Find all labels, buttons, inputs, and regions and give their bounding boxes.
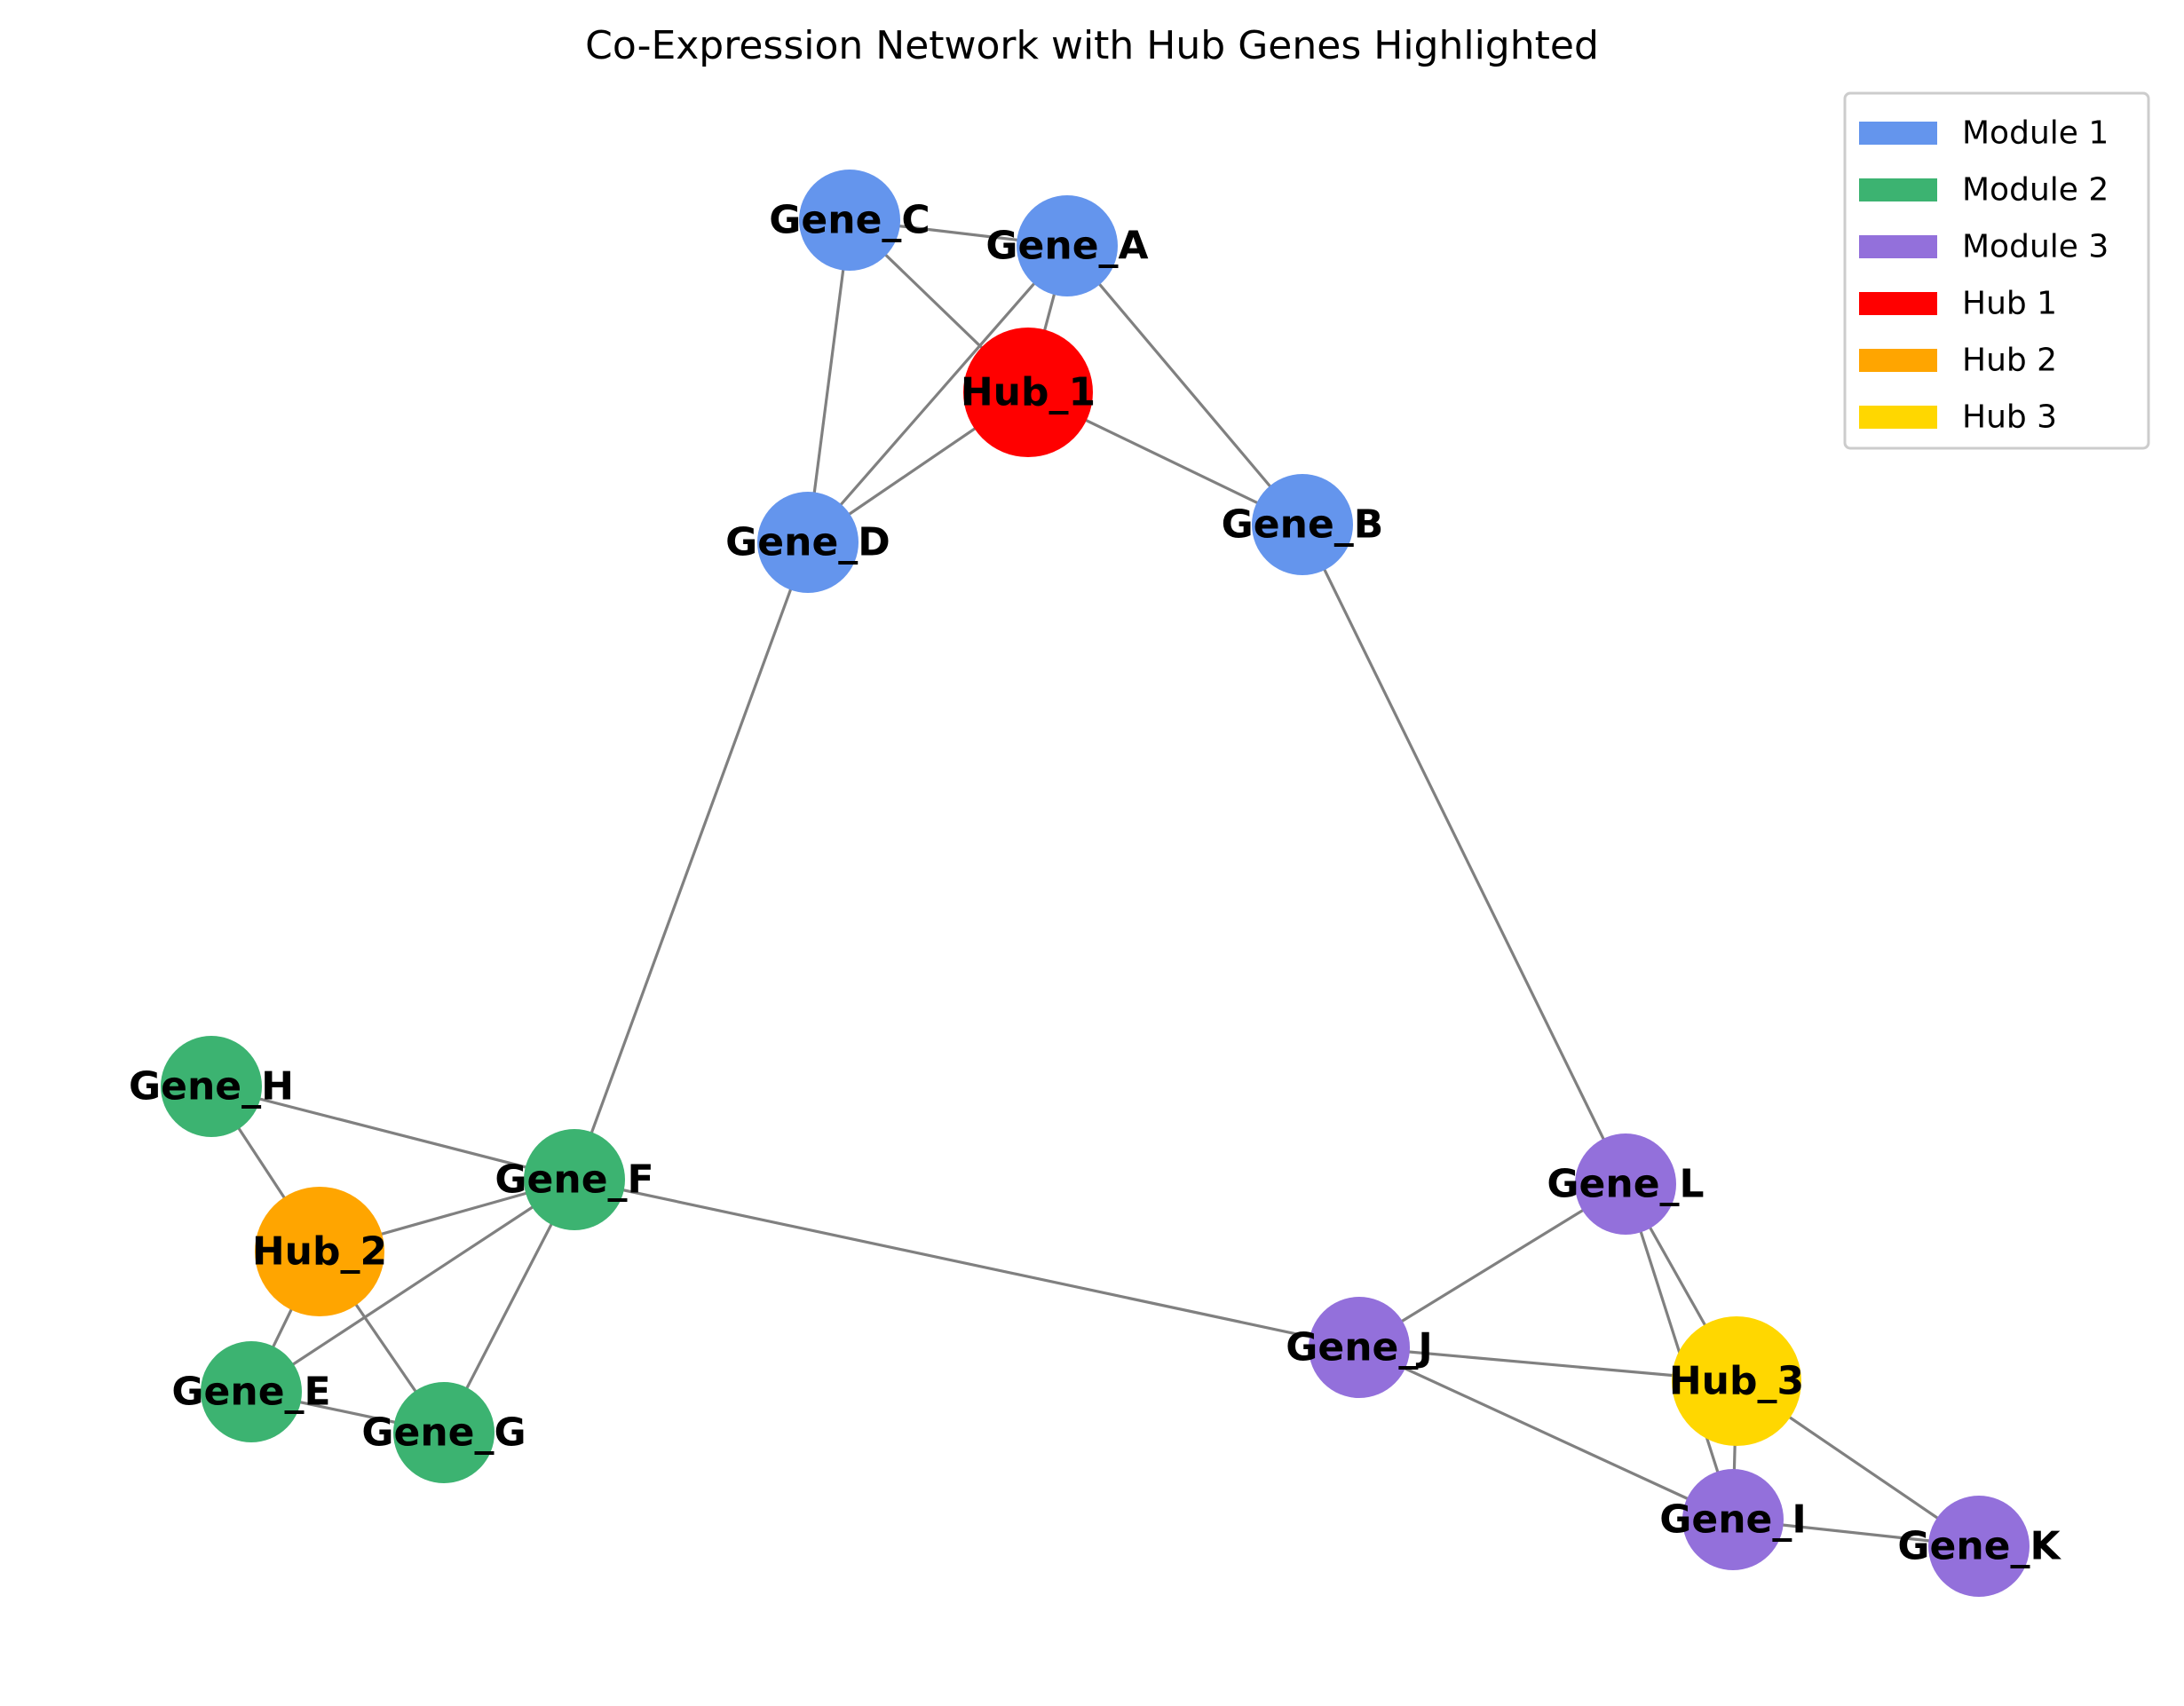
node-gene-e: Gene_E: [171, 1341, 331, 1442]
node-circle-hub-2: [255, 1187, 384, 1316]
edge-gene-f-gene-j: [574, 1178, 1360, 1349]
diagram-title: Co-Expression Network with Hub Genes Hig…: [585, 23, 1599, 68]
nodes-layer: Gene_A Gene_B Gene_C Gene_D Hub_1 Gene_E Gene_…: [129, 170, 2062, 1597]
edge-gene-l-gene-j: [1358, 1182, 1626, 1349]
legend-swatch-module-1: [1859, 122, 1937, 145]
legend-swatch-hub-1: [1859, 292, 1937, 315]
node-label-hub-3: Hub_3: [1669, 1359, 1804, 1404]
node-label-gene-j: Gene_J: [1286, 1325, 1433, 1370]
edge-gene-a-gene-b: [1065, 244, 1304, 526]
legend-label-hub-3: Hub 3: [1962, 399, 2057, 436]
node-label-gene-f: Gene_F: [495, 1157, 653, 1203]
node-gene-a: Gene_A: [985, 195, 1149, 296]
edge-gene-d-gene-f: [573, 541, 810, 1181]
legend-label-hub-1: Hub 1: [1962, 286, 2057, 322]
node-gene-k: Gene_K: [1897, 1496, 2062, 1597]
node-circle-gene-g: [393, 1382, 495, 1483]
node-circle-gene-d: [757, 492, 859, 593]
node-hub-3: Hub_3: [1669, 1316, 1804, 1446]
node-circle-gene-l: [1575, 1133, 1676, 1235]
edge-gene-f-gene-e: [250, 1178, 575, 1394]
edge-gene-a-gene-d: [806, 244, 1069, 544]
node-circle-hub-1: [963, 328, 1093, 457]
node-circle-gene-c: [799, 170, 900, 271]
edge-gene-b-gene-l: [1301, 524, 1627, 1185]
node-label-hub-2: Hub_2: [252, 1229, 387, 1275]
node-label-gene-i: Gene_I: [1659, 1497, 1807, 1543]
edge-gene-c-gene-d: [806, 219, 851, 543]
node-label-gene-d: Gene_D: [725, 520, 890, 565]
node-hub-2: Hub_2: [252, 1187, 387, 1316]
node-label-gene-b: Gene_B: [1222, 502, 1384, 548]
node-label-gene-h: Gene_H: [129, 1064, 294, 1110]
node-circle-gene-e: [201, 1341, 302, 1442]
legend-label-module-3: Module 3: [1962, 229, 2109, 265]
node-label-gene-l: Gene_L: [1547, 1162, 1704, 1207]
node-label-hub-1: Hub_1: [961, 370, 1096, 415]
node-label-gene-e: Gene_E: [171, 1370, 330, 1415]
node-circle-gene-i: [1682, 1469, 1784, 1570]
node-gene-b: Gene_B: [1222, 474, 1384, 575]
node-circle-gene-a: [1017, 195, 1118, 296]
node-label-gene-c: Gene_C: [769, 198, 930, 243]
node-circle-gene-h: [161, 1036, 262, 1137]
legend-swatch-hub-3: [1859, 406, 1937, 429]
node-circle-gene-j: [1309, 1297, 1410, 1398]
node-gene-l: Gene_L: [1547, 1133, 1705, 1235]
node-gene-g: Gene_G: [361, 1382, 526, 1483]
node-gene-j: Gene_J: [1286, 1297, 1433, 1398]
node-gene-h: Gene_H: [129, 1036, 294, 1137]
node-gene-i: Gene_I: [1659, 1469, 1807, 1570]
legend-swatch-module-3: [1859, 235, 1937, 258]
node-gene-f: Gene_F: [495, 1129, 654, 1230]
node-circle-gene-b: [1252, 474, 1353, 575]
legend-label-module-1: Module 1: [1962, 115, 2109, 152]
node-label-gene-a: Gene_A: [985, 224, 1148, 269]
legend-label-hub-2: Hub 2: [1962, 343, 2057, 379]
legend-swatch-hub-2: [1859, 349, 1937, 372]
node-circle-gene-k: [1928, 1496, 2030, 1597]
edge-gene-j-gene-i: [1358, 1346, 1734, 1521]
legend: Module 1 Module 2 Module 3 Hub 1 Hub 2 Hub 3: [1843, 91, 2150, 450]
edge-gene-h-gene-f: [210, 1085, 575, 1181]
node-hub-1: Hub_1: [961, 328, 1096, 457]
node-label-gene-g: Gene_G: [361, 1410, 526, 1456]
legend-label-module-2: Module 2: [1962, 172, 2109, 209]
node-label-gene-k: Gene_K: [1897, 1524, 2061, 1569]
node-circle-gene-f: [524, 1129, 625, 1230]
node-gene-c: Gene_C: [769, 170, 930, 271]
node-circle-hub-3: [1672, 1316, 1801, 1446]
legend-swatch-module-2: [1859, 178, 1937, 201]
node-gene-d: Gene_D: [725, 492, 890, 593]
